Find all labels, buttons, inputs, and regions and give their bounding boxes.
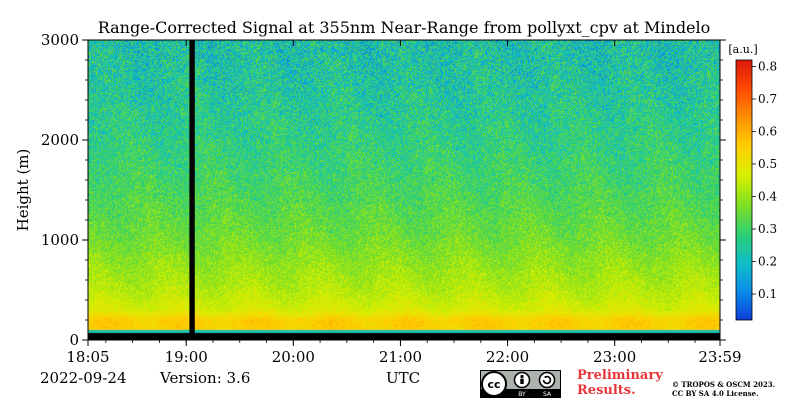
- chart-title: Range-Corrected Signal at 355nm Near-Ran…: [98, 18, 711, 37]
- preliminary-notice: Preliminary Results.: [577, 368, 663, 398]
- x-tick-label: 22:00: [486, 348, 529, 366]
- colorbar-tick-label: 0.2: [758, 255, 777, 269]
- x-tick-label: 21:00: [379, 348, 422, 366]
- colorbar-tick-label: 0.6: [758, 125, 777, 139]
- by-label: BY: [518, 391, 526, 398]
- version-label: Version: 3.6: [160, 369, 251, 387]
- colorbar-tick-label: 0.5: [758, 157, 777, 171]
- copyright-credit: © TROPOS & OSCM 2023. CC BY SA 4.0 Licen…: [672, 380, 775, 398]
- y-tick-label: 2000: [41, 131, 79, 149]
- x-tick-label: 20:00: [272, 348, 315, 366]
- preliminary-line-2: Results.: [577, 383, 636, 398]
- date-label: 2022-09-24: [40, 369, 127, 387]
- y-tick-label: 0: [69, 331, 79, 349]
- x-axis-label: UTC: [386, 369, 421, 387]
- credit-line-1: © TROPOS & OSCM 2023.: [672, 380, 776, 389]
- x-tick-label: 18:05: [66, 348, 109, 366]
- x-tick-label: 23:59: [698, 348, 741, 366]
- y-tick-label: 3000: [41, 31, 79, 49]
- colorbar-unit: [a.u.]: [728, 43, 757, 56]
- x-tick-label: 23:00: [593, 348, 636, 366]
- heatmap-image: [88, 40, 720, 340]
- x-axis: 18:05 19:00 20:00 21:00 22:00 23:00 23:59: [66, 40, 742, 366]
- data-gap: [189, 40, 195, 340]
- colorbar-tick-label: 0.1: [758, 287, 777, 301]
- plot-frame: [87, 39, 721, 341]
- plot-area: [87, 39, 721, 341]
- cc-license-badge: cc BY SA: [480, 370, 561, 398]
- cc-icon-text: cc: [487, 378, 500, 391]
- sa-label: SA: [543, 391, 552, 398]
- colorbar-tick-label: 0.7: [758, 92, 777, 106]
- y-axis: 0 1000 2000 3000: [41, 31, 726, 349]
- preliminary-line-1: Preliminary: [577, 368, 663, 383]
- colorbar-gradient: [735, 59, 753, 321]
- colorbar-tick-label: 0.3: [758, 222, 777, 236]
- colorbar-ticks: 0.1 0.2 0.3 0.4 0.5 0.6 0.7 0.8: [752, 60, 777, 301]
- y-axis-label: Height (m): [14, 149, 32, 232]
- x-tick-label: 19:00: [165, 348, 208, 366]
- sa-icon: [538, 371, 556, 389]
- colorbar-tick-label: 0.8: [758, 60, 777, 74]
- cc-icon: [481, 371, 507, 397]
- y-tick-label: 1000: [41, 231, 79, 249]
- data-gap-bar: [189, 40, 195, 340]
- credit-line-2: CC BY SA 4.0 License.: [672, 389, 759, 398]
- colorbar: [a.u.] 0.1 0.2 0.3 0.4 0.5 0.6 0.7 0.8: [728, 43, 777, 321]
- colorbar-tick-label: 0.4: [758, 190, 777, 204]
